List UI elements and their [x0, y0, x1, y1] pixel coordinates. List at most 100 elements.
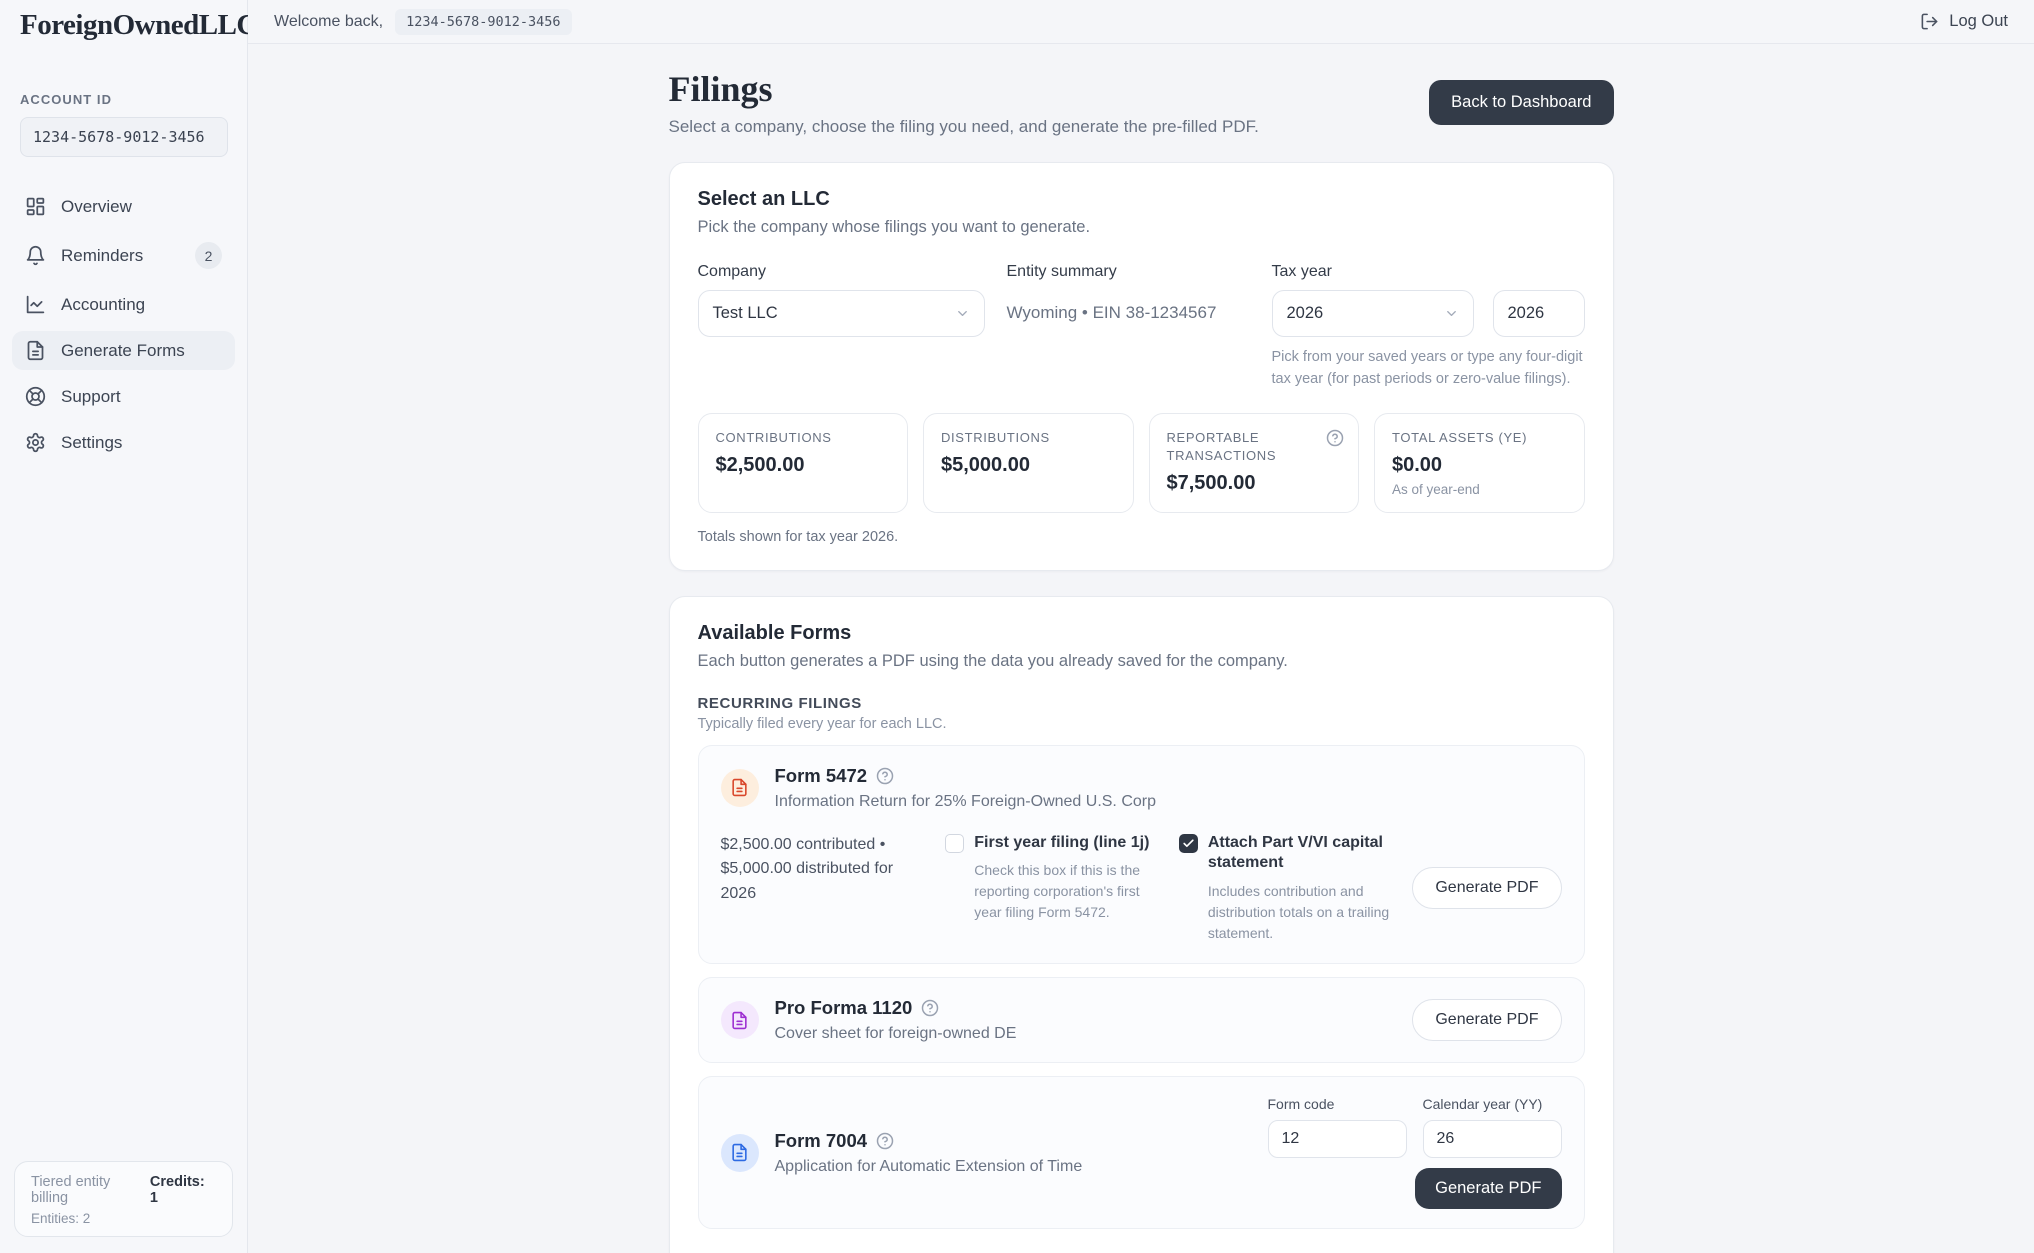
reminders-count-badge: 2 — [195, 242, 222, 269]
attach-capital-statement-group: Attach Part V/VI capital statement Inclu… — [1178, 833, 1391, 945]
available-forms-heading: Available Forms — [697, 621, 852, 644]
first-year-filing-help: Check this box if this is the reporting … — [974, 862, 1141, 921]
topbar: Welcome back, 1234-5678-9012-3456 Log Ou… — [248, 0, 2034, 44]
form-5472-icon — [720, 768, 759, 807]
stat-value: $5,000.00 — [941, 453, 1030, 476]
entity-summary-value: Wyoming • EIN 38-1234567 — [1006, 303, 1217, 322]
form-5472-title: Form 5472 — [774, 764, 868, 786]
form-7004-desc: Application for Automatic Extension of T… — [774, 1157, 1083, 1175]
tax-year-selected-value: 2026 — [1286, 304, 1324, 322]
logout-icon — [1921, 13, 1938, 30]
pro-forma-1120-generate-pdf-button[interactable]: Generate PDF — [1412, 999, 1562, 1042]
form-5472-card: Form 5472 Information Return for 25% For… — [697, 744, 1585, 965]
sidebar-item-reminders[interactable]: Reminders 2 — [12, 233, 235, 278]
form-5472-desc: Information Return for 25% Foreign-Owned… — [774, 792, 1157, 810]
calendar-year-label: Calendar year (YY) — [1422, 1096, 1543, 1113]
stat-note: As of year-end — [1392, 481, 1480, 497]
file-text-icon — [732, 1011, 747, 1029]
pro-forma-1120-desc: Cover sheet for foreign-owned DE — [774, 1025, 1017, 1043]
file-text-icon — [27, 340, 44, 361]
stat-label: TOTAL ASSETS (YE) — [1392, 429, 1528, 445]
form-5472-generate-pdf-button[interactable]: Generate PDF — [1412, 867, 1562, 910]
stat-label: DISTRIBUTIONS — [941, 429, 1050, 445]
sidebar-nav: Overview Reminders 2 Accounting Generate… — [0, 187, 247, 462]
pro-forma-1120-icon — [720, 1001, 759, 1040]
company-select[interactable]: Test LLC — [697, 290, 985, 337]
first-year-filing-label[interactable]: First year filing (line 1j) — [974, 833, 1150, 851]
sidebar: ForeignOwnedLLC ACCOUNT ID Overview Remi… — [0, 0, 257, 1253]
life-buoy-icon — [25, 386, 46, 407]
sidebar-item-settings[interactable]: Settings — [12, 423, 235, 462]
distributions-card: DISTRIBUTIONS $5,000.00 — [923, 412, 1134, 513]
page-header: Filings Select a company, choose the fil… — [669, 68, 1614, 137]
welcome-text: Welcome back, — [274, 12, 384, 30]
brand-logo: ForeignOwnedLLC — [20, 9, 257, 41]
billing-credits: Credits: 1 — [149, 1174, 205, 1206]
tax-year-select[interactable]: 2026 — [1271, 290, 1474, 337]
gear-icon — [26, 432, 45, 453]
page-title: Filings — [668, 69, 773, 109]
file-text-icon — [732, 778, 747, 797]
account-id-label: ACCOUNT ID — [20, 92, 113, 107]
form-5472-amounts: $2,500.00 contributed • $5,000.00 distri… — [720, 835, 894, 903]
form-7004-icon — [720, 1133, 759, 1172]
sidebar-item-accounting[interactable]: Accounting — [12, 285, 235, 324]
stat-value: $0.00 — [1392, 453, 1443, 476]
main-area: Filings Select a company, choose the fil… — [248, 44, 2034, 1253]
logout-label: Log Out — [1949, 12, 2008, 30]
sidebar-item-label: Generate Forms — [61, 340, 185, 360]
pro-forma-1120-title: Pro Forma 1120 — [774, 997, 913, 1019]
totals-row: CONTRIBUTIONS $2,500.00 DISTRIBUTIONS $5… — [697, 412, 1585, 513]
recurring-filings-label: RECURRING FILINGS — [697, 694, 862, 712]
attach-capital-statement-label[interactable]: Attach Part V/VI capital statement — [1207, 833, 1383, 872]
contributions-card: CONTRIBUTIONS $2,500.00 — [697, 412, 908, 513]
select-llc-heading: Select an LLC — [697, 188, 830, 210]
check-icon — [1183, 839, 1194, 847]
form-7004-card: Form 7004 Application for Automatic Exte… — [697, 1076, 1585, 1230]
reportable-help-icon[interactable] — [1326, 429, 1344, 447]
select-llc-subheading: Pick the company whose filings you want … — [697, 218, 1091, 236]
company-selected-value: Test LLC — [712, 304, 778, 322]
sidebar-item-label: Reminders — [61, 245, 144, 265]
form-code-input[interactable] — [1267, 1120, 1407, 1159]
attach-capital-statement-checkbox[interactable] — [1178, 833, 1198, 853]
company-label: Company — [697, 263, 766, 280]
attach-capital-statement-help: Includes contribution and distribution t… — [1207, 883, 1390, 942]
reportable-transactions-card: REPORTABLE TRANSACTIONS $7,500.00 — [1148, 412, 1359, 513]
sidebar-item-overview[interactable]: Overview — [12, 187, 235, 226]
tax-year-hint: Pick from your saved years or type any f… — [1271, 349, 1583, 387]
sidebar-item-label: Overview — [61, 196, 132, 216]
billing-plan-label: Tiered entity billing — [31, 1174, 111, 1206]
page-subtitle: Select a company, choose the filing you … — [668, 117, 1259, 136]
sidebar-item-generate-forms[interactable]: Generate Forms — [12, 331, 235, 370]
file-text-icon — [732, 1144, 747, 1162]
help-icon[interactable] — [876, 1132, 894, 1150]
form-7004-generate-pdf-button[interactable]: Generate PDF — [1415, 1168, 1562, 1210]
logout-button[interactable]: Log Out — [1920, 12, 2008, 31]
back-to-dashboard-button[interactable]: Back to Dashboard — [1429, 80, 1614, 125]
help-icon[interactable] — [876, 767, 894, 785]
calendar-year-input[interactable] — [1422, 1120, 1562, 1159]
form-code-label: Form code — [1267, 1096, 1335, 1113]
chart-line-icon — [26, 295, 45, 314]
help-icon[interactable] — [921, 999, 939, 1017]
pro-forma-1120-card: Pro Forma 1120 Cover sheet for foreign-o… — [697, 977, 1585, 1064]
available-forms-card: Available Forms Each button generates a … — [668, 595, 1614, 1253]
chevron-down-icon — [1446, 311, 1456, 316]
stat-label: CONTRIBUTIONS — [715, 429, 832, 445]
chevron-down-icon — [957, 311, 967, 316]
bell-icon — [26, 245, 45, 266]
tax-year-input[interactable] — [1492, 290, 1585, 337]
form-7004-title: Form 7004 — [774, 1129, 868, 1151]
account-id-input[interactable] — [20, 117, 228, 157]
recurring-filings-sub: Typically filed every year for each LLC. — [697, 715, 947, 732]
first-year-filing-checkbox[interactable] — [945, 833, 965, 853]
first-year-filing-group: First year filing (line 1j) Check this b… — [945, 833, 1157, 924]
dashboard-grid-icon — [26, 197, 45, 216]
account-id-chip: 1234-5678-9012-3456 — [395, 8, 572, 35]
tax-year-label: Tax year — [1271, 263, 1332, 280]
sidebar-item-support[interactable]: Support — [12, 377, 235, 416]
sidebar-item-label: Accounting — [61, 294, 146, 314]
select-llc-card: Select an LLC Pick the company whose fil… — [668, 162, 1614, 571]
stat-value: $2,500.00 — [715, 453, 805, 476]
